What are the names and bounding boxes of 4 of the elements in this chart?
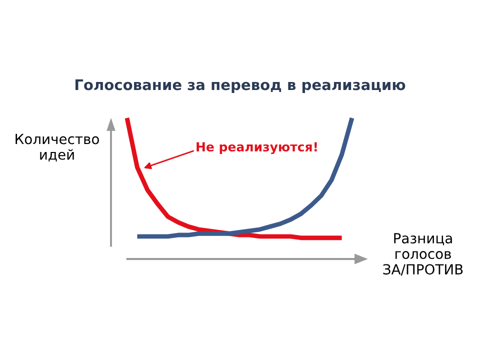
chart-title: Голосование за перевод в реализацию <box>75 79 406 94</box>
x-axis-title: Разница голосов ЗА/ПРОТИВ <box>383 233 463 276</box>
annotation: Не реализуются! <box>196 142 317 154</box>
y-axis-title: Количество идей <box>16 134 99 162</box>
